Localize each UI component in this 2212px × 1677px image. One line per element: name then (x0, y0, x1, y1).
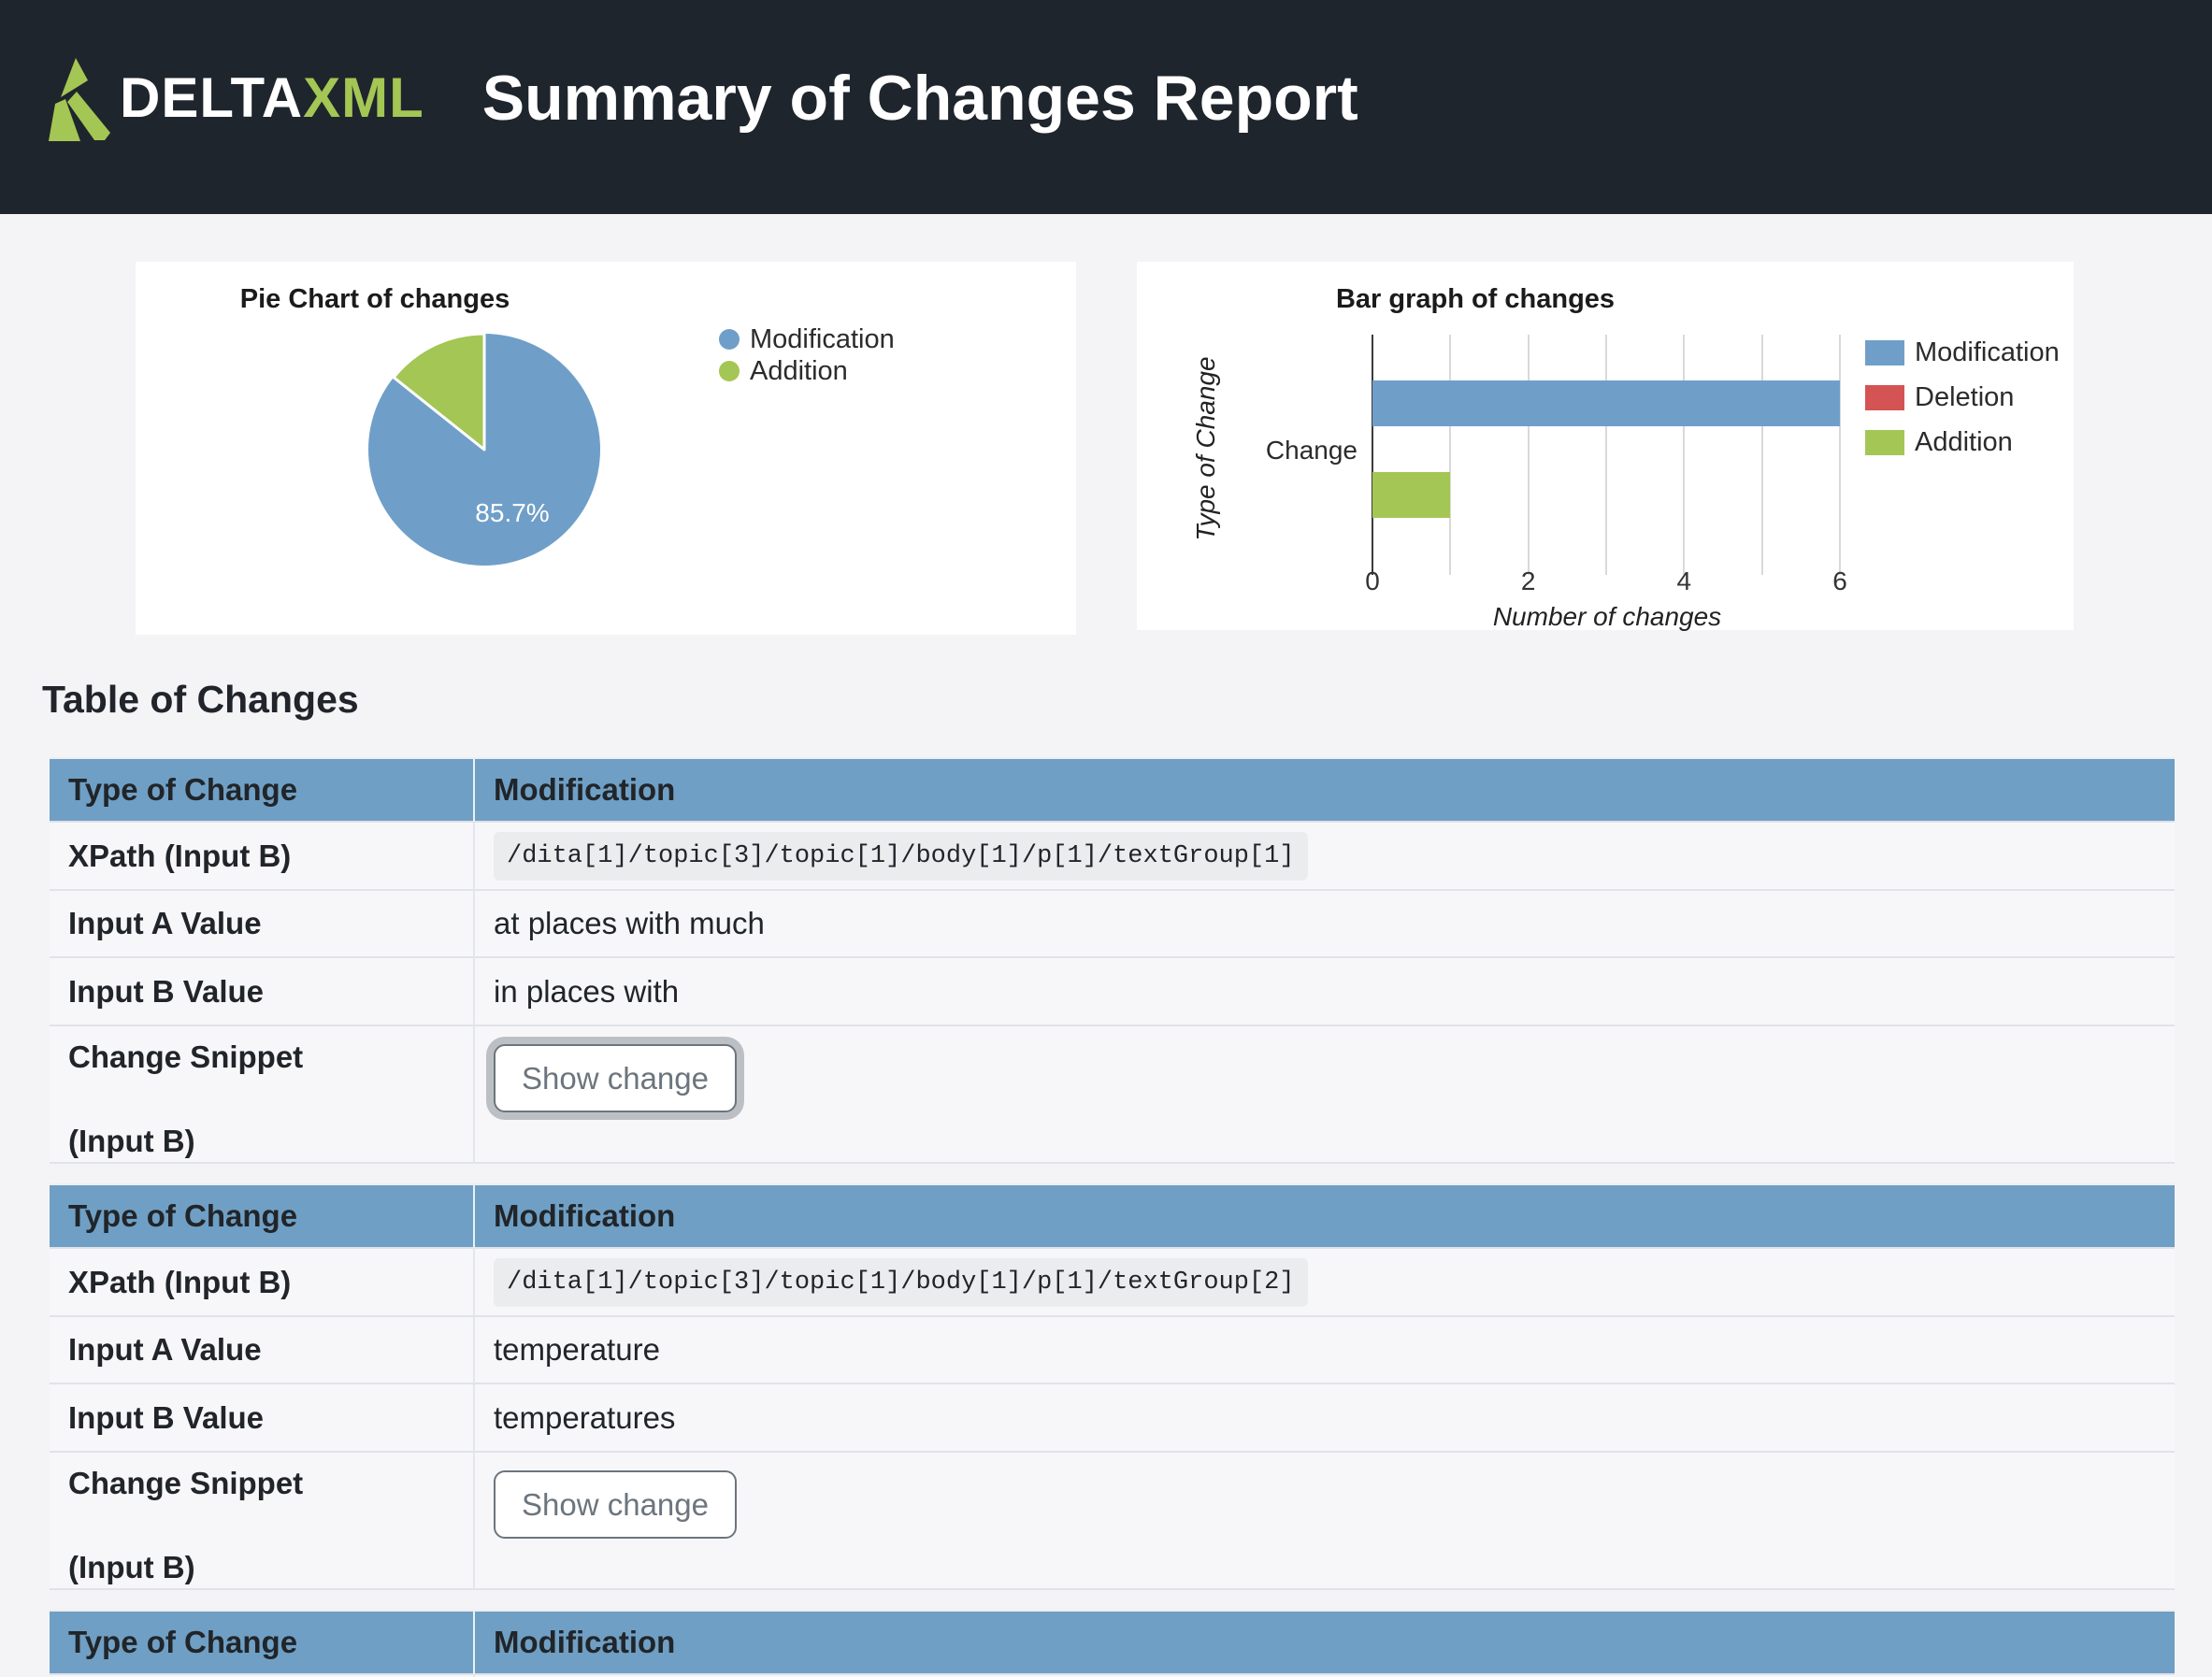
legend-item-modification: Modification (719, 324, 895, 354)
change-snippet-label-line2: (Input B) (68, 1550, 195, 1584)
table-row-input-b: Input B Value temperatures (50, 1384, 2175, 1453)
col-header-change-type: Modification (475, 1612, 2175, 1675)
deletion-legend-swatch-icon (1865, 385, 1904, 410)
modification-legend-dot-icon (719, 329, 740, 350)
input-a-value: at places with much (475, 891, 2175, 958)
legend-label: Deletion (1915, 382, 2015, 412)
input-b-label: Input B Value (50, 958, 475, 1026)
col-header-type-of-change: Type of Change (50, 1185, 475, 1249)
table-of-changes-heading: Table of Changes (42, 678, 359, 721)
table-header-row: Type of Change Modification (50, 759, 2175, 823)
table-header-row: Type of Change Modification (50, 1185, 2175, 1249)
table-row-partial (50, 1675, 2175, 1677)
bar-chart-title: Bar graph of changes (1335, 284, 1616, 314)
show-change-button[interactable]: Show change (494, 1044, 737, 1112)
change-snippet-label-line2: (Input B) (68, 1124, 195, 1158)
x-tick-label: 0 (1365, 566, 1380, 595)
bar-addition (1372, 472, 1451, 518)
legend-label: Modification (1915, 337, 2060, 367)
logo-xml-text: XML (303, 66, 424, 129)
change-snippet-cell: Show change (475, 1026, 2175, 1164)
change-table-2: Type of Change Modification XPath (Input… (50, 1183, 2175, 1590)
gridline (1527, 335, 1530, 575)
x-tick-label: 4 (1676, 566, 1692, 595)
change-table-3: Type of Change Modification (50, 1610, 2175, 1677)
legend-item-deletion: Deletion (1865, 382, 2060, 412)
input-b-value: temperatures (475, 1384, 2175, 1453)
legend-item-modification: Modification (1865, 337, 2060, 367)
tables-wrap: Type of Change Modification XPath (Input… (50, 757, 2175, 1677)
pie-chart-title: Pie Chart of changes (239, 284, 510, 314)
input-a-value: temperature (475, 1317, 2175, 1384)
x-tick-label: 2 (1520, 566, 1536, 595)
x-tick-label: 6 (1832, 566, 1847, 595)
xpath-value-cell: /dita[1]/topic[3]/topic[1]/body[1]/p[1]/… (475, 1249, 2175, 1317)
change-snippet-label: Change Snippet (Input B) (50, 1026, 475, 1164)
xpath-label: XPath (Input B) (50, 1249, 475, 1317)
addition-legend-dot-icon (719, 361, 740, 381)
modification-legend-swatch-icon (1865, 340, 1904, 366)
gridline (1760, 335, 1763, 575)
pie-chart-card: Pie Chart of changes 85.7% Modification … (136, 262, 1076, 635)
table-row-input-b: Input B Value in places with (50, 958, 2175, 1026)
x-axis-line (1372, 335, 1373, 575)
bar-modification (1372, 380, 1840, 426)
gridline (1683, 335, 1686, 575)
col-header-type-of-change: Type of Change (50, 759, 475, 823)
table-row-input-a: Input A Value at places with much (50, 891, 2175, 958)
col-header-change-type: Modification (475, 759, 2175, 823)
input-b-label: Input B Value (50, 1384, 475, 1453)
xpath-code: /dita[1]/topic[3]/topic[1]/body[1]/p[1]/… (494, 1257, 1308, 1307)
change-snippet-label-line1: Change Snippet (68, 1039, 304, 1074)
app-header: DELTAXML Summary of Changes Report (0, 0, 2212, 214)
input-b-value: in places with (475, 958, 2175, 1026)
table-header-row: Type of Change Modification (50, 1612, 2175, 1675)
show-change-button[interactable]: Show change (494, 1470, 737, 1539)
page-title: Summary of Changes Report (481, 62, 1358, 134)
logo-delta-text: DELTA (120, 66, 304, 129)
xpath-label: XPath (Input B) (50, 823, 475, 891)
input-a-label: Input A Value (50, 1317, 475, 1384)
legend-label: Addition (1915, 427, 2013, 457)
category-label: Change (1265, 436, 1357, 465)
table-row-change-snippet: Change Snippet (Input B) Show change (50, 1026, 2175, 1164)
pie-slice-addition (392, 332, 486, 452)
change-snippet-cell: Show change (475, 1453, 2175, 1590)
deltaxml-logo-icon (49, 57, 110, 141)
legend-label: Modification (750, 324, 895, 354)
gridline (1449, 335, 1452, 575)
table-row-xpath: XPath (Input B) /dita[1]/topic[3]/topic[… (50, 1249, 2175, 1317)
table-row-change-snippet: Change Snippet (Input B) Show change (50, 1453, 2175, 1590)
change-snippet-label-line1: Change Snippet (68, 1466, 304, 1500)
bar-legend: Modification Deletion Addition (1865, 337, 2060, 475)
x-axis-title: Number of changes (1492, 602, 1722, 631)
xpath-value-cell: /dita[1]/topic[3]/topic[1]/body[1]/p[1]/… (475, 823, 2175, 891)
table-row-xpath: XPath (Input B) /dita[1]/topic[3]/topic[… (50, 823, 2175, 891)
addition-legend-swatch-icon (1865, 430, 1904, 455)
legend-label: Addition (750, 356, 848, 386)
input-a-label: Input A Value (50, 891, 475, 958)
pie-percentage-label: 85.7% (475, 498, 550, 527)
bar-chart-card: Bar graph of changes Type of Change Numb… (1137, 262, 2074, 631)
col-header-change-type: Modification (475, 1185, 2175, 1249)
table-row-input-a: Input A Value temperature (50, 1317, 2175, 1384)
change-table-1: Type of Change Modification XPath (Input… (50, 757, 2175, 1164)
bar-chart: Type of Change Number of changes Change … (1137, 262, 2074, 631)
gridline (1839, 335, 1841, 575)
deltaxml-wordmark: DELTAXML (120, 65, 424, 130)
legend-item-addition: Addition (719, 356, 895, 386)
xpath-code: /dita[1]/topic[3]/topic[1]/body[1]/p[1]/… (494, 831, 1308, 881)
legend-item-addition: Addition (1865, 427, 2060, 457)
change-snippet-label: Change Snippet (Input B) (50, 1453, 475, 1590)
col-header-type-of-change: Type of Change (50, 1612, 475, 1675)
pie-chart (368, 332, 600, 566)
pie-legend: Modification Addition (719, 324, 895, 393)
gridline (1605, 335, 1607, 575)
